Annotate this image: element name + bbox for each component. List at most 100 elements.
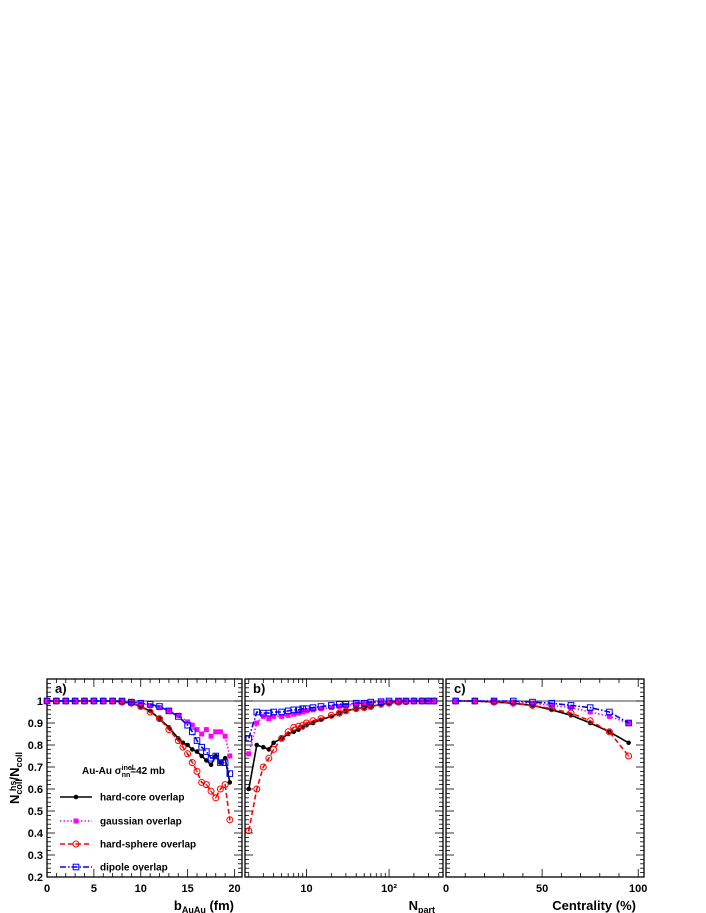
- data-point: [213, 729, 219, 735]
- legend-header-sigma: σ: [115, 766, 122, 777]
- data-point: [386, 699, 392, 705]
- data-point: [204, 758, 209, 763]
- data-point: [184, 750, 192, 758]
- data-point: [605, 728, 613, 736]
- x-axis-title-sub: part: [418, 905, 435, 913]
- legend-entry: hard-core overlap: [60, 793, 184, 804]
- data-point: [227, 780, 233, 785]
- data-point: [530, 700, 536, 706]
- data-point: [290, 706, 298, 714]
- series-line: [47, 700, 231, 774]
- series-line: [47, 700, 231, 820]
- data-point: [328, 702, 335, 709]
- data-point: [208, 733, 214, 739]
- x-axis-title: bAuAu (fm): [174, 898, 234, 913]
- data-point: [157, 705, 162, 711]
- data-point: [165, 726, 173, 734]
- x-tick-label: 10²: [381, 883, 397, 895]
- data-point: [156, 703, 163, 710]
- data-point: [266, 747, 272, 752]
- data-point: [299, 721, 307, 729]
- data-point: [327, 711, 335, 719]
- data-point: [217, 759, 224, 766]
- series-dipole: [245, 697, 438, 742]
- data-point: [194, 727, 200, 733]
- data-point: [184, 721, 191, 729]
- x-axis-title-main: N: [409, 898, 418, 913]
- data-point: [146, 708, 154, 716]
- data-point: [189, 728, 196, 736]
- data-point: [174, 737, 182, 745]
- data-point: [245, 735, 253, 742]
- y-axis-title: Ncollhs/Ncoll: [7, 752, 24, 804]
- data-point: [567, 709, 575, 717]
- data-point: [295, 706, 302, 714]
- panel-label: c): [454, 681, 466, 696]
- data-point: [207, 754, 215, 762]
- y-axis-title-part: N: [7, 795, 22, 804]
- data-point: [199, 753, 204, 759]
- data-point: [418, 697, 426, 705]
- data-point: [377, 698, 385, 705]
- data-point: [317, 703, 325, 710]
- data-point: [254, 720, 260, 726]
- data-point: [265, 754, 273, 762]
- legend-entry: hard-sphere overlap: [60, 840, 196, 851]
- data-point: [343, 702, 349, 708]
- data-point: [294, 722, 302, 730]
- data-point: [625, 719, 632, 727]
- y-tick-label: 0.8: [28, 740, 43, 752]
- legend-marker: [72, 840, 80, 848]
- data-point: [278, 734, 286, 742]
- data-point: [254, 742, 260, 748]
- series-line: [248, 700, 434, 831]
- data-point: [185, 742, 190, 748]
- data-point: [291, 711, 297, 717]
- x-axis-title-unit: (fm): [206, 898, 234, 913]
- x-axis-title: Centrality (%): [552, 898, 636, 913]
- data-point: [271, 713, 277, 719]
- data-point: [43, 697, 51, 705]
- legend-header-suffix: =42 mb: [130, 766, 165, 777]
- data-point: [353, 701, 359, 707]
- data-point: [190, 747, 195, 752]
- data-point: [156, 715, 163, 723]
- data-point: [270, 745, 278, 753]
- data-point: [310, 720, 316, 726]
- data-point: [246, 786, 252, 792]
- data-point: [226, 770, 234, 777]
- data-point: [208, 762, 214, 768]
- data-point: [203, 748, 210, 755]
- data-point: [336, 704, 342, 709]
- data-point: [587, 709, 593, 715]
- y-tick-label: 0.2: [28, 872, 43, 884]
- data-point: [188, 759, 196, 767]
- legend-marker: [72, 863, 80, 871]
- data-point: [221, 759, 229, 766]
- data-point: [606, 713, 612, 719]
- data-point: [367, 703, 375, 710]
- y-tick-label: 0.9: [28, 718, 43, 730]
- data-point: [245, 827, 253, 835]
- data-point: [510, 699, 516, 705]
- data-point: [309, 704, 317, 711]
- data-point: [303, 708, 309, 714]
- data-point: [529, 698, 536, 706]
- data-point: [128, 698, 135, 706]
- data-point: [626, 740, 631, 746]
- data-point: [53, 697, 60, 705]
- data-point: [299, 705, 307, 713]
- y-axis-title-part: coll: [14, 779, 24, 795]
- data-point: [606, 708, 613, 716]
- legend-label: hard-sphere overlap: [100, 840, 196, 851]
- y-tick-label: 0.6: [28, 784, 43, 796]
- data-point: [165, 707, 173, 715]
- data-point: [203, 727, 209, 733]
- data-point: [266, 716, 272, 722]
- data-point: [342, 701, 350, 708]
- data-point: [216, 785, 224, 793]
- data-point: [174, 713, 182, 720]
- data-point: [109, 697, 116, 705]
- y-tick-label: 1: [37, 696, 43, 708]
